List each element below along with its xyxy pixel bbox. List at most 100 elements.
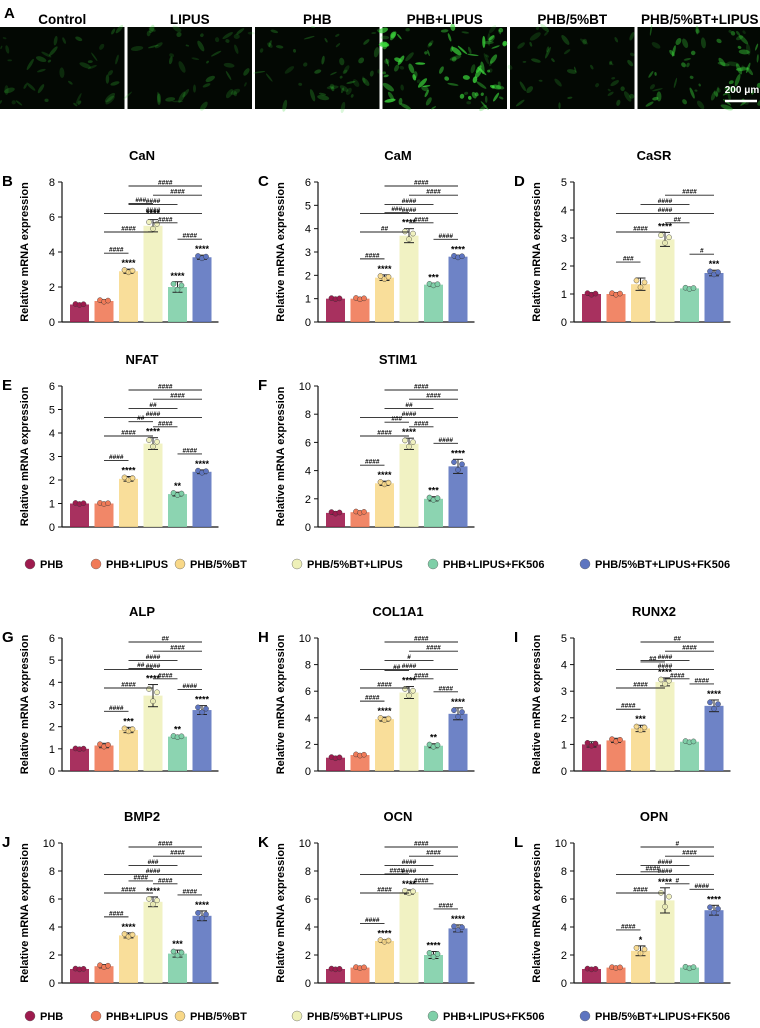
comparison-label: ## (393, 664, 401, 671)
cell-signal (362, 76, 366, 84)
cell-signal (517, 42, 525, 49)
cell-signal (690, 50, 696, 56)
bar (143, 901, 163, 983)
data-point (430, 953, 437, 960)
cell-signal (718, 57, 726, 67)
comparison-label: #### (121, 682, 136, 689)
y-tick-label: 2 (49, 282, 55, 294)
y-axis-label: Relative mRNA expression (531, 634, 543, 774)
significance-stars: *** (709, 259, 720, 269)
cell-signal (298, 82, 303, 86)
data-point (592, 965, 599, 972)
significance-stars: *** (428, 486, 439, 496)
data-point (80, 965, 87, 972)
cell-signal (582, 38, 588, 45)
significance-stars: **** (451, 448, 466, 458)
data-point (105, 500, 111, 507)
y-tick-label: 8 (305, 866, 311, 878)
comparison-label: #### (377, 682, 392, 689)
cell-signal (484, 95, 488, 103)
significance-stars: ** (174, 725, 182, 735)
comparison-label: #### (414, 216, 429, 223)
comparison-label: #### (402, 198, 417, 205)
image-label: PHB/5%BT+LIPUS (641, 12, 758, 27)
y-tick-label: 0 (561, 766, 567, 778)
comparison-label: #### (439, 685, 454, 692)
y-tick-label: 10 (299, 381, 311, 393)
data-point (434, 495, 441, 501)
cell-signal (730, 31, 736, 36)
image-background (382, 27, 507, 109)
bar (70, 969, 89, 983)
y-tick-label: 4 (561, 660, 567, 672)
significance-stars: **** (658, 667, 673, 677)
y-tick-label: 2 (305, 270, 311, 282)
cell-signal (202, 83, 211, 88)
cell-signal (629, 31, 635, 41)
cell-signal (485, 54, 489, 58)
cell-signal (405, 52, 414, 62)
comparison-label: #### (646, 865, 661, 872)
cell-signal (400, 84, 404, 91)
comparison-label: #### (146, 654, 161, 661)
bar (582, 744, 601, 771)
comparison-label: #### (658, 663, 673, 670)
comparison-label: #### (170, 393, 185, 400)
comparison-label: #### (426, 189, 441, 196)
bar (424, 745, 443, 771)
comparison-label: #### (414, 877, 429, 884)
bar (192, 471, 212, 527)
cell-signal (427, 40, 434, 48)
y-tick-label: 4 (305, 466, 311, 478)
cell-signal (394, 64, 400, 72)
image-label: PHB+LIPUS (407, 12, 483, 27)
bar (192, 915, 212, 983)
y-tick-label: 0 (305, 766, 311, 778)
bar (375, 483, 394, 527)
cell-signal (563, 49, 571, 55)
comparison-label: # (700, 248, 704, 255)
cell-signal (390, 31, 396, 39)
data-point (707, 904, 713, 911)
bar (424, 284, 443, 322)
panel-letter: F (258, 377, 267, 394)
cell-signal (244, 82, 247, 87)
cell-signal (440, 29, 449, 33)
cell-signal (340, 101, 346, 114)
comparison-label: #### (414, 672, 429, 679)
data-point (402, 686, 408, 692)
data-point (178, 733, 185, 740)
cell-signal (345, 87, 352, 95)
comparison-label: #### (121, 226, 136, 233)
cell-signal (472, 76, 478, 84)
y-tick-label: 4 (561, 205, 567, 217)
data-point (455, 927, 461, 933)
bar (399, 443, 419, 527)
cell-signal (614, 37, 619, 43)
cell-signal (757, 99, 760, 106)
cell-signal (44, 98, 49, 103)
cell-signal (725, 89, 731, 96)
y-tick-label: 5 (561, 177, 567, 189)
comparison-label: #### (146, 411, 161, 418)
cell-signal (450, 23, 456, 31)
y-tick-label: 2 (305, 739, 311, 751)
chart-title: CaN (129, 148, 155, 163)
data-point (336, 295, 343, 302)
y-axis-label: Relative mRNA expression (531, 843, 543, 983)
significance-stars: *** (635, 714, 646, 724)
data-point (154, 689, 160, 696)
cell-signal (689, 75, 694, 79)
bar (350, 755, 370, 771)
cell-signal (335, 33, 340, 37)
cell-signal (694, 89, 698, 92)
data-point (459, 461, 465, 468)
cell-signal (236, 28, 245, 35)
cell-signal (756, 54, 759, 63)
data-point (434, 281, 441, 288)
comparison-label: #### (658, 859, 673, 866)
cell-signal (387, 91, 395, 101)
chart-title: OCN (384, 809, 413, 824)
data-point (715, 701, 721, 707)
